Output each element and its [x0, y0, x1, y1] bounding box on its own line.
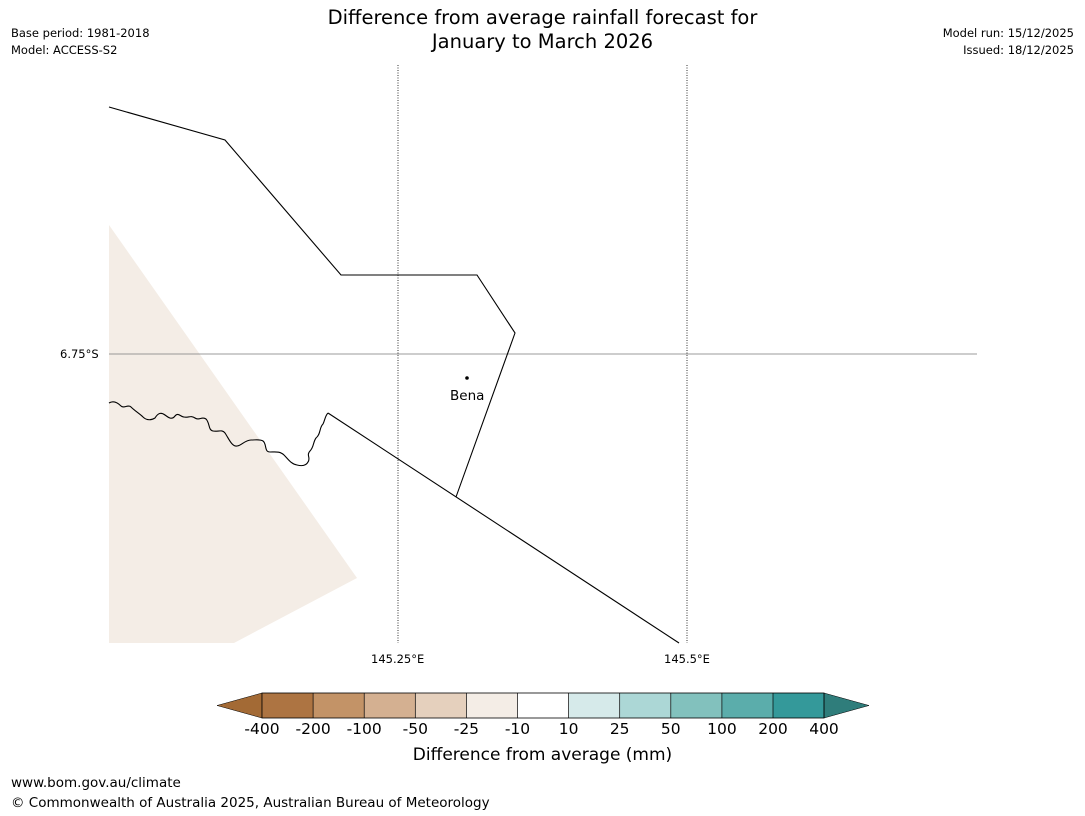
colorbar-tick-label: 25: [609, 720, 630, 738]
colorbar-tick-label: -50: [402, 720, 428, 738]
longitude-label-1: 145.25°E: [371, 652, 425, 666]
rainfall-anomaly-region: [109, 225, 357, 643]
district-boundary-north: [108, 106, 516, 498]
title-line-2: January to March 2026: [431, 30, 654, 53]
colorbar-segment-8: [619, 693, 671, 718]
colorbar-segment-10: [721, 693, 773, 718]
colorbar-tick-label: -400: [244, 720, 280, 738]
colorbar-tick-label: 400: [809, 720, 839, 738]
colorbar-segment-4: [415, 693, 467, 718]
model-run-text: Model run: 15/12/2025: [942, 26, 1074, 40]
colorbar-tick-label: 50: [660, 720, 681, 738]
colorbar-tick-label: 10: [558, 720, 579, 738]
chart-title: Difference from average rainfall forecas…: [0, 6, 1085, 54]
colorbar-outline: [261, 692, 825, 719]
base-period-text: Base period: 1981-2018: [11, 26, 150, 40]
colorbar-segment-2: [313, 693, 365, 718]
colorbar-segment-7: [568, 693, 620, 718]
district-boundary-south: [327, 412, 680, 644]
colorbar-segment-11: [773, 693, 824, 718]
meta-left: Base period: 1981-2018 Model: ACCESS-S2: [11, 25, 150, 59]
town-marker: [465, 376, 469, 380]
colorbar-segment-6: [517, 693, 569, 718]
meta-right: Model run: 15/12/2025 Issued: 18/12/2025: [943, 25, 1074, 59]
colorbar-tick-label: -100: [346, 720, 382, 738]
colorbar-extend-low: [216, 692, 263, 719]
latitude-label: 6.75°S: [60, 347, 99, 361]
colorbar-tick-label: -10: [504, 720, 531, 738]
colorbar-segment-5: [466, 693, 518, 718]
longitude-label-2: 145.5°E: [664, 652, 710, 666]
model-text: Model: ACCESS-S2: [11, 43, 118, 57]
colorbar-tick-label: 100: [707, 720, 737, 738]
colorbar-segment-3: [364, 693, 416, 718]
colorbar-segment-1: [262, 693, 314, 718]
colorbar-tick-label: -200: [295, 720, 331, 738]
colorbar-segment-9: [670, 693, 722, 718]
place-label-bena: Bena: [450, 388, 485, 404]
colorbar-extend-high: [823, 692, 870, 719]
colorbar: [216, 692, 870, 719]
issued-text: Issued: 18/12/2025: [963, 43, 1074, 57]
colorbar-tick-label: 200: [758, 720, 788, 738]
title-line-1: Difference from average rainfall forecas…: [327, 6, 758, 29]
website-link[interactable]: www.bom.gov.au/climate: [11, 775, 181, 791]
copyright-text: © Commonwealth of Australia 2025, Austra…: [11, 795, 490, 811]
river-boundary: [108, 401, 329, 467]
colorbar-title: Difference from average (mm): [412, 745, 673, 765]
colorbar-tick-label: -25: [453, 720, 480, 738]
